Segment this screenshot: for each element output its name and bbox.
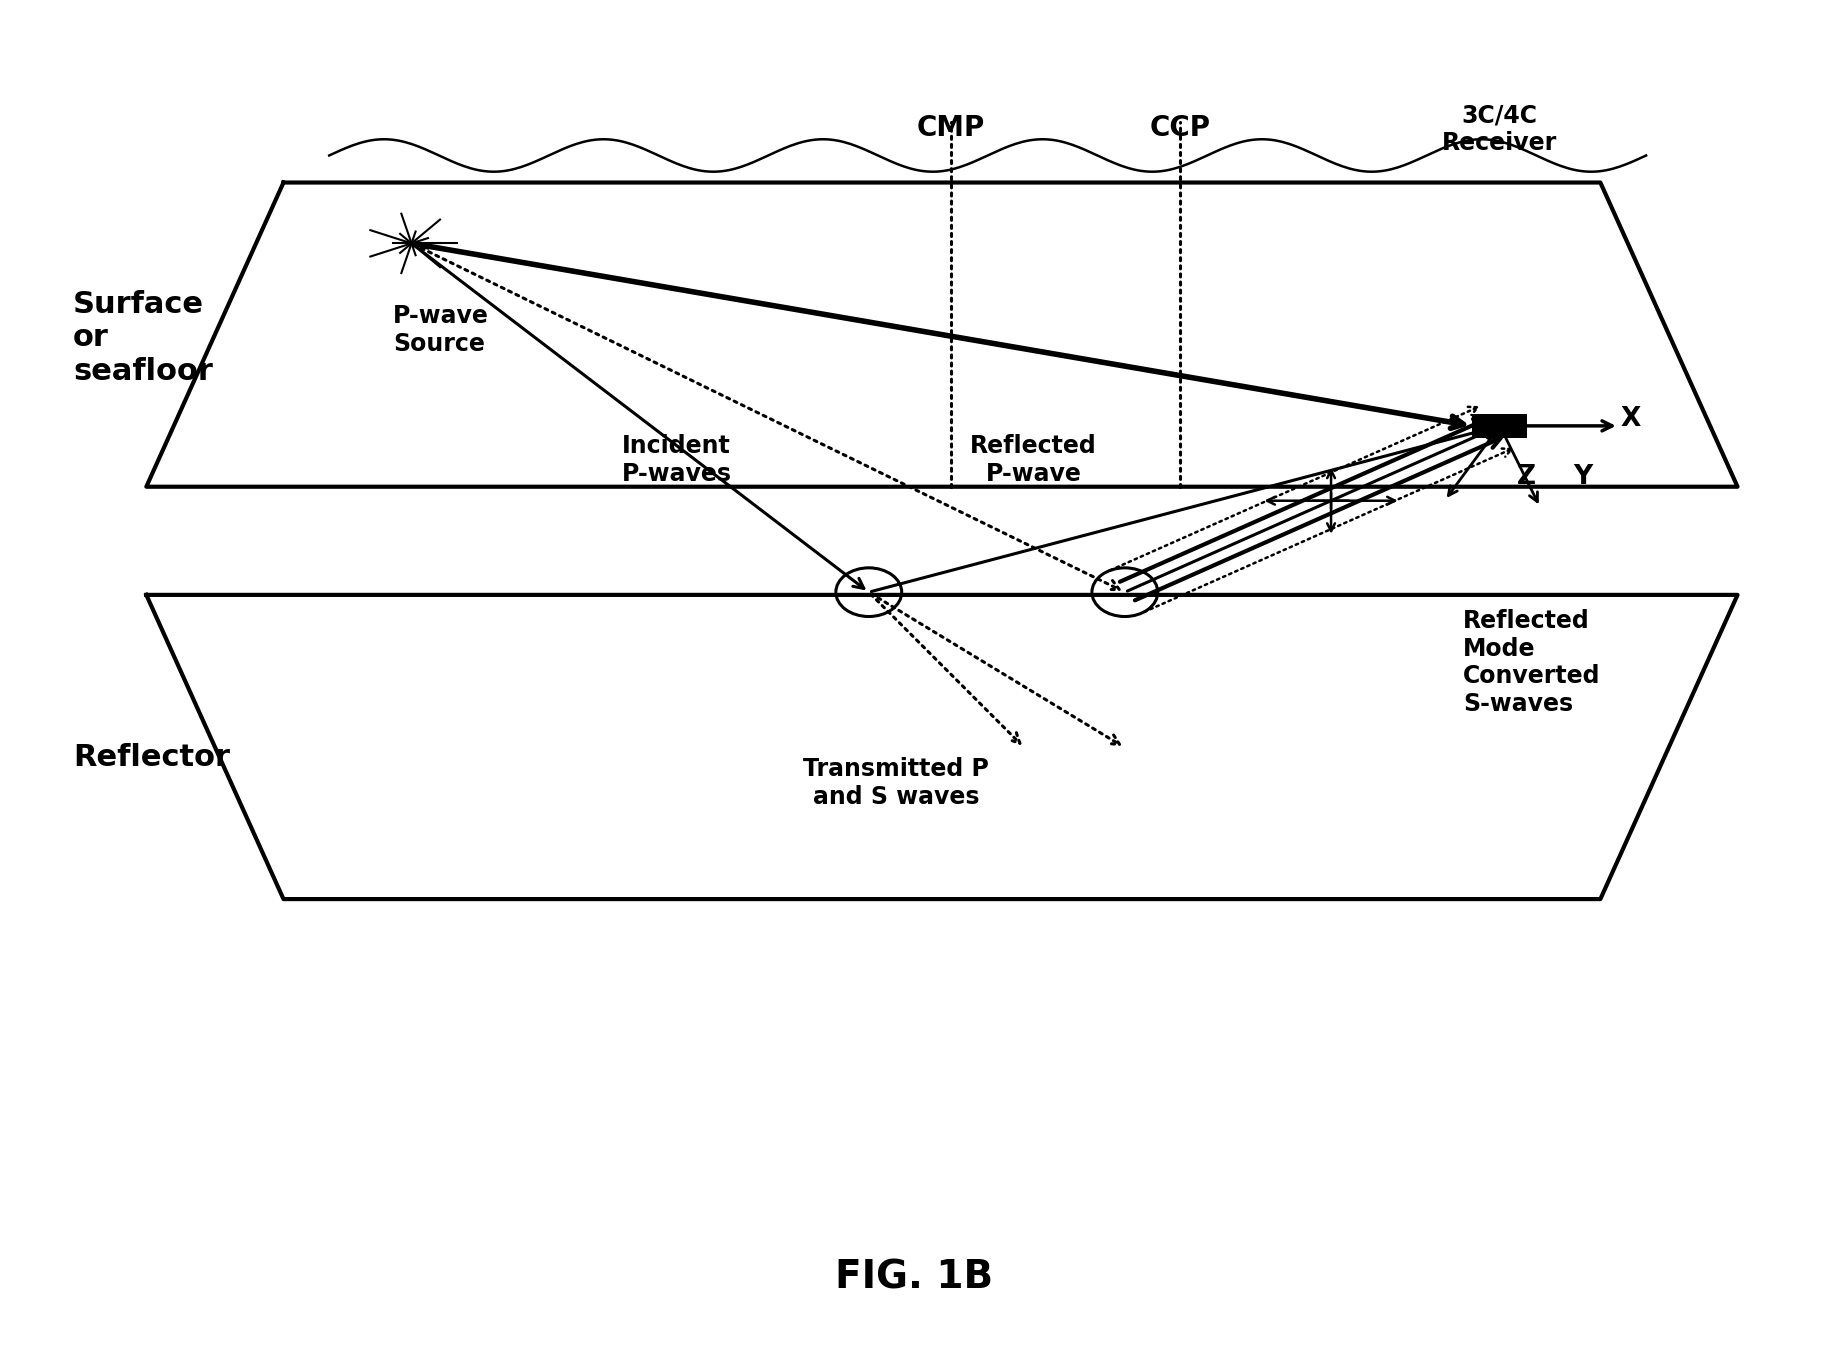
Text: Y: Y <box>1573 464 1593 491</box>
Text: FIG. 1B: FIG. 1B <box>836 1259 993 1297</box>
Text: 3C/4C
Receiver: 3C/4C Receiver <box>1441 104 1558 155</box>
Text: X: X <box>1620 406 1641 433</box>
Text: Surface
or
seafloor: Surface or seafloor <box>73 289 212 387</box>
Text: Reflected
Mode
Converted
S-waves: Reflected Mode Converted S-waves <box>1463 608 1600 717</box>
Text: CMP: CMP <box>916 115 986 142</box>
Text: CCP: CCP <box>1149 115 1211 142</box>
Text: Transmitted P
and S waves: Transmitted P and S waves <box>803 757 989 808</box>
Bar <box>1472 414 1527 438</box>
Text: P-wave
Source: P-wave Source <box>393 304 488 356</box>
Text: Z: Z <box>1518 464 1536 491</box>
Text: Reflector: Reflector <box>73 742 230 772</box>
Text: Incident
P-waves: Incident P-waves <box>622 434 732 485</box>
Text: Reflected
P-wave: Reflected P-wave <box>969 434 1097 485</box>
